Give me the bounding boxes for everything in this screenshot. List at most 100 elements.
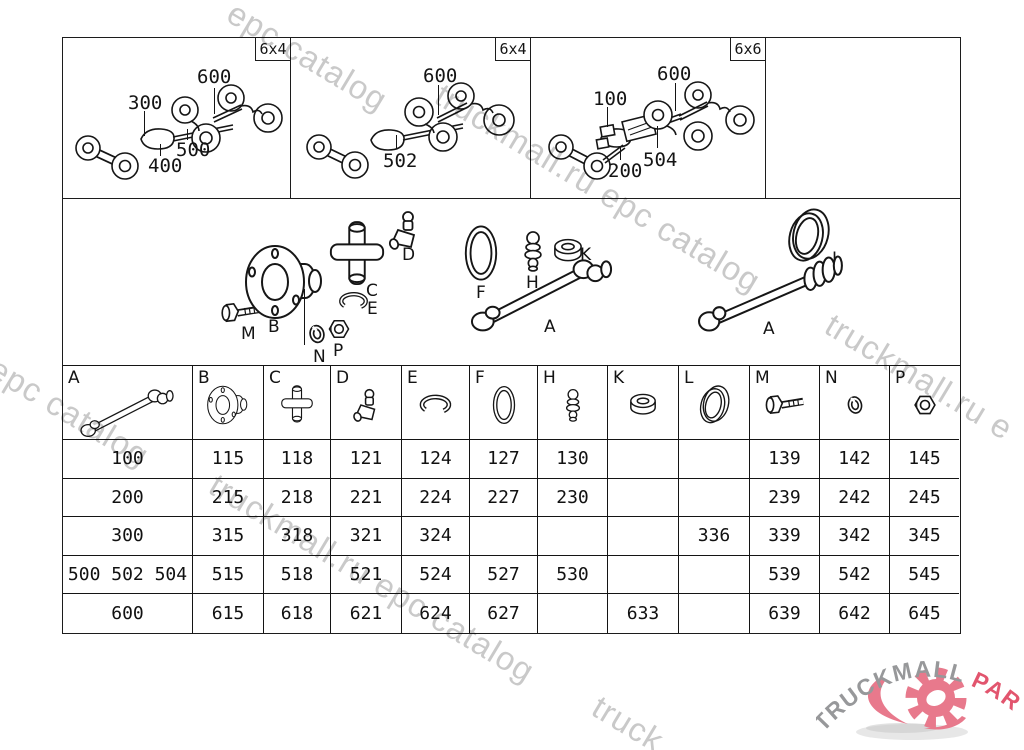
- table-cell: 121: [331, 440, 402, 479]
- table-header-E: E: [402, 366, 470, 440]
- table-cell: [679, 555, 750, 595]
- table-cell: 239: [750, 478, 820, 518]
- part-letter-label: B: [268, 317, 280, 337]
- column-letter: L: [684, 368, 694, 388]
- nut-icon: [911, 392, 938, 419]
- part-callout-600: 600: [197, 66, 232, 88]
- part-letter-label: H: [526, 273, 539, 293]
- table-header-F: F: [470, 366, 538, 440]
- part-callout-400: 400: [148, 155, 183, 177]
- callout-leader-line: [214, 88, 216, 114]
- radial-seal-icon: [697, 383, 732, 427]
- table-cell: 115: [193, 440, 264, 479]
- table-header-H: H: [538, 366, 608, 440]
- table-cell: 345: [890, 517, 959, 556]
- table-cell: [608, 517, 679, 556]
- lock-washer-art: [306, 322, 328, 346]
- diagram-frame: 600 300 500 400 6x4: [62, 37, 961, 634]
- table-cell: 618: [264, 594, 331, 633]
- table-cell: 200: [63, 478, 193, 518]
- flange-yoke-icon: [204, 382, 252, 428]
- column-letter: E: [407, 368, 418, 388]
- table-header-K: K: [608, 366, 679, 440]
- callout-leader-line: [144, 111, 146, 136]
- grease-fitting-icon: [562, 388, 583, 422]
- table-cell: 336: [679, 517, 750, 556]
- callout-leader-line: [675, 83, 677, 111]
- table-cell: 315: [193, 517, 264, 556]
- table-cell: [538, 594, 608, 633]
- part-callout-100: 100: [593, 88, 628, 110]
- part-callout-600: 600: [423, 65, 458, 87]
- table-cell: 100: [63, 440, 193, 479]
- callout-leader-line: [187, 129, 189, 140]
- driveline-diagram-art: [306, 82, 515, 179]
- callout-leader-line: [396, 135, 398, 149]
- callout-leader-line: [438, 85, 440, 115]
- column-letter: D: [336, 368, 350, 388]
- table-cell: 318: [264, 517, 331, 556]
- table-header-P: P: [890, 366, 959, 440]
- axle-config-tag: 6x4: [255, 37, 291, 61]
- callout-leader-line: [607, 107, 609, 127]
- callout-leader-line: [620, 146, 622, 160]
- table-cell: 245: [890, 479, 959, 518]
- truckmall-logo: TRUCKMALL PARTS: [816, 648, 1020, 740]
- table-cell: 230: [538, 478, 608, 518]
- grease-nipple-icon: [352, 388, 381, 422]
- seal-ring-icon: [490, 384, 517, 426]
- callout-leader-line: [160, 144, 162, 156]
- watermark-text: truck: [585, 688, 671, 750]
- column-letter: K: [613, 368, 625, 388]
- part-letter-label: D: [402, 245, 416, 265]
- table-cell: 645: [908, 603, 941, 625]
- table-cell: 500 502 504: [63, 555, 193, 595]
- callout-leader-line: [657, 126, 659, 148]
- grease-nipple-art: [387, 210, 421, 250]
- grommet-icon: [626, 392, 661, 418]
- axle-panel-6x6: 600 100 200 504 6x6: [531, 37, 766, 198]
- table-cell: 539: [750, 555, 820, 595]
- table-cell: 142: [820, 440, 890, 479]
- lock-washer-icon: [844, 394, 865, 417]
- table-cell: 145: [890, 440, 959, 479]
- part-callout-504: 504: [643, 149, 678, 171]
- table-cell: 633: [608, 594, 679, 633]
- table-header-A: A: [63, 366, 193, 440]
- table-cell: 339: [750, 517, 820, 556]
- table-cell: 130: [538, 440, 608, 479]
- part-letter-label: K: [580, 245, 592, 265]
- axle-config-tag: 6x6: [730, 37, 766, 61]
- table-cell: [679, 478, 750, 518]
- part-callout-600: 600: [657, 63, 692, 85]
- table-cell: [679, 594, 750, 633]
- table-cell: 642: [820, 594, 890, 633]
- nut-art: [326, 316, 352, 342]
- column-letter: N: [825, 368, 838, 388]
- table-cell: 527: [470, 555, 538, 595]
- table-cell: 124: [402, 440, 470, 479]
- snap-ring-icon: [417, 394, 454, 417]
- table-cell: 221: [331, 478, 402, 518]
- table-cell: 118: [264, 440, 331, 479]
- table-header-B: B: [193, 366, 264, 440]
- table-cell: 615: [193, 594, 264, 633]
- axle-panels-section: 600 300 500 400 6x4: [63, 37, 960, 199]
- column-letter: A: [68, 368, 80, 388]
- empty-panel-area: [766, 38, 960, 198]
- table-cell: 624: [402, 594, 470, 633]
- snap-ring-art: [337, 291, 371, 312]
- table-cell: [538, 517, 608, 556]
- axle-config-tag: 6x4: [495, 37, 531, 61]
- table-cell: 321: [331, 517, 402, 556]
- part-letter-label: N: [313, 347, 326, 367]
- column-letter: M: [755, 368, 770, 388]
- table-cell: 324: [402, 517, 470, 556]
- part-letter-label: M: [241, 324, 256, 344]
- table-cell: [608, 555, 679, 595]
- column-letter: H: [543, 368, 556, 388]
- universal-joint-cross-art: [327, 218, 387, 292]
- table-header-C: C: [264, 366, 331, 440]
- part-callout-200: 200: [608, 160, 643, 182]
